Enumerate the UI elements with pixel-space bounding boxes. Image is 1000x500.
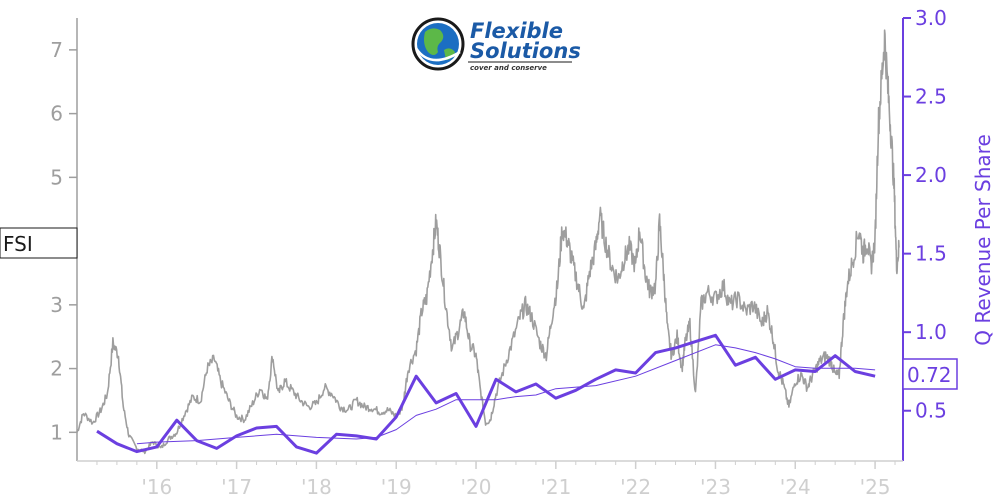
logo-tagline: cover and conserve	[470, 64, 547, 72]
left-tick-label: 1	[50, 420, 63, 444]
x-tick-label: '20	[461, 475, 492, 499]
logo-line2: Solutions	[470, 39, 581, 63]
right-tick-label: 2.0	[915, 163, 947, 187]
left-tick-label: 2	[50, 357, 63, 381]
x-tick-label: '22	[620, 475, 651, 499]
price-marker-box	[0, 227, 78, 259]
left-tick-label: 3	[50, 293, 63, 317]
x-tick-label: '18	[301, 475, 332, 499]
right-tick-label: 2.5	[915, 85, 947, 109]
price-line	[76, 29, 900, 455]
price-marker: FSI	[0, 227, 78, 259]
left-tick-label: 5	[50, 165, 63, 189]
left-axis-ticks: 1 2 3 5 6 7	[50, 38, 77, 444]
company-logo: Flexible Solutions cover and conserve	[411, 17, 581, 72]
x-tick-label: '19	[381, 475, 412, 499]
x-tick-label: '16	[141, 475, 172, 499]
x-axis-ticks: '16 '17 '18 '19 '20 '21 '22 '23 '24 '25	[96, 461, 896, 499]
left-tick-label: 6	[50, 102, 63, 126]
revenue-marker-box	[902, 358, 958, 390]
globe-swoosh	[414, 47, 461, 62]
revenue-trend-line	[136, 344, 876, 445]
x-tick-label: '23	[700, 475, 731, 499]
x-tick-label: '17	[221, 475, 252, 499]
x-tick-label: '21	[540, 475, 571, 499]
x-tick-label: '24	[780, 475, 811, 499]
right-axis-title: Q Revenue Per Share	[971, 134, 995, 346]
revenue-marker: 0.72	[902, 358, 958, 390]
x-tick-label: '25	[860, 475, 891, 499]
revenue-marker-label: 0.72	[907, 363, 952, 387]
left-tick-label: 7	[50, 38, 63, 62]
right-tick-label: 3.0	[915, 6, 947, 30]
logo-line1: Flexible	[470, 19, 563, 43]
globe-land	[424, 28, 444, 55]
revenue-line	[96, 333, 876, 455]
right-tick-label: 1.0	[915, 320, 947, 344]
right-tick-label: 1.5	[915, 242, 947, 266]
price-marker-label: FSI	[3, 232, 33, 256]
right-tick-label: 0.5	[915, 399, 947, 423]
right-axis-ticks: 0.5 1.0 1.5 2.0 2.5 3.0	[903, 6, 947, 423]
series-layer	[76, 29, 900, 455]
